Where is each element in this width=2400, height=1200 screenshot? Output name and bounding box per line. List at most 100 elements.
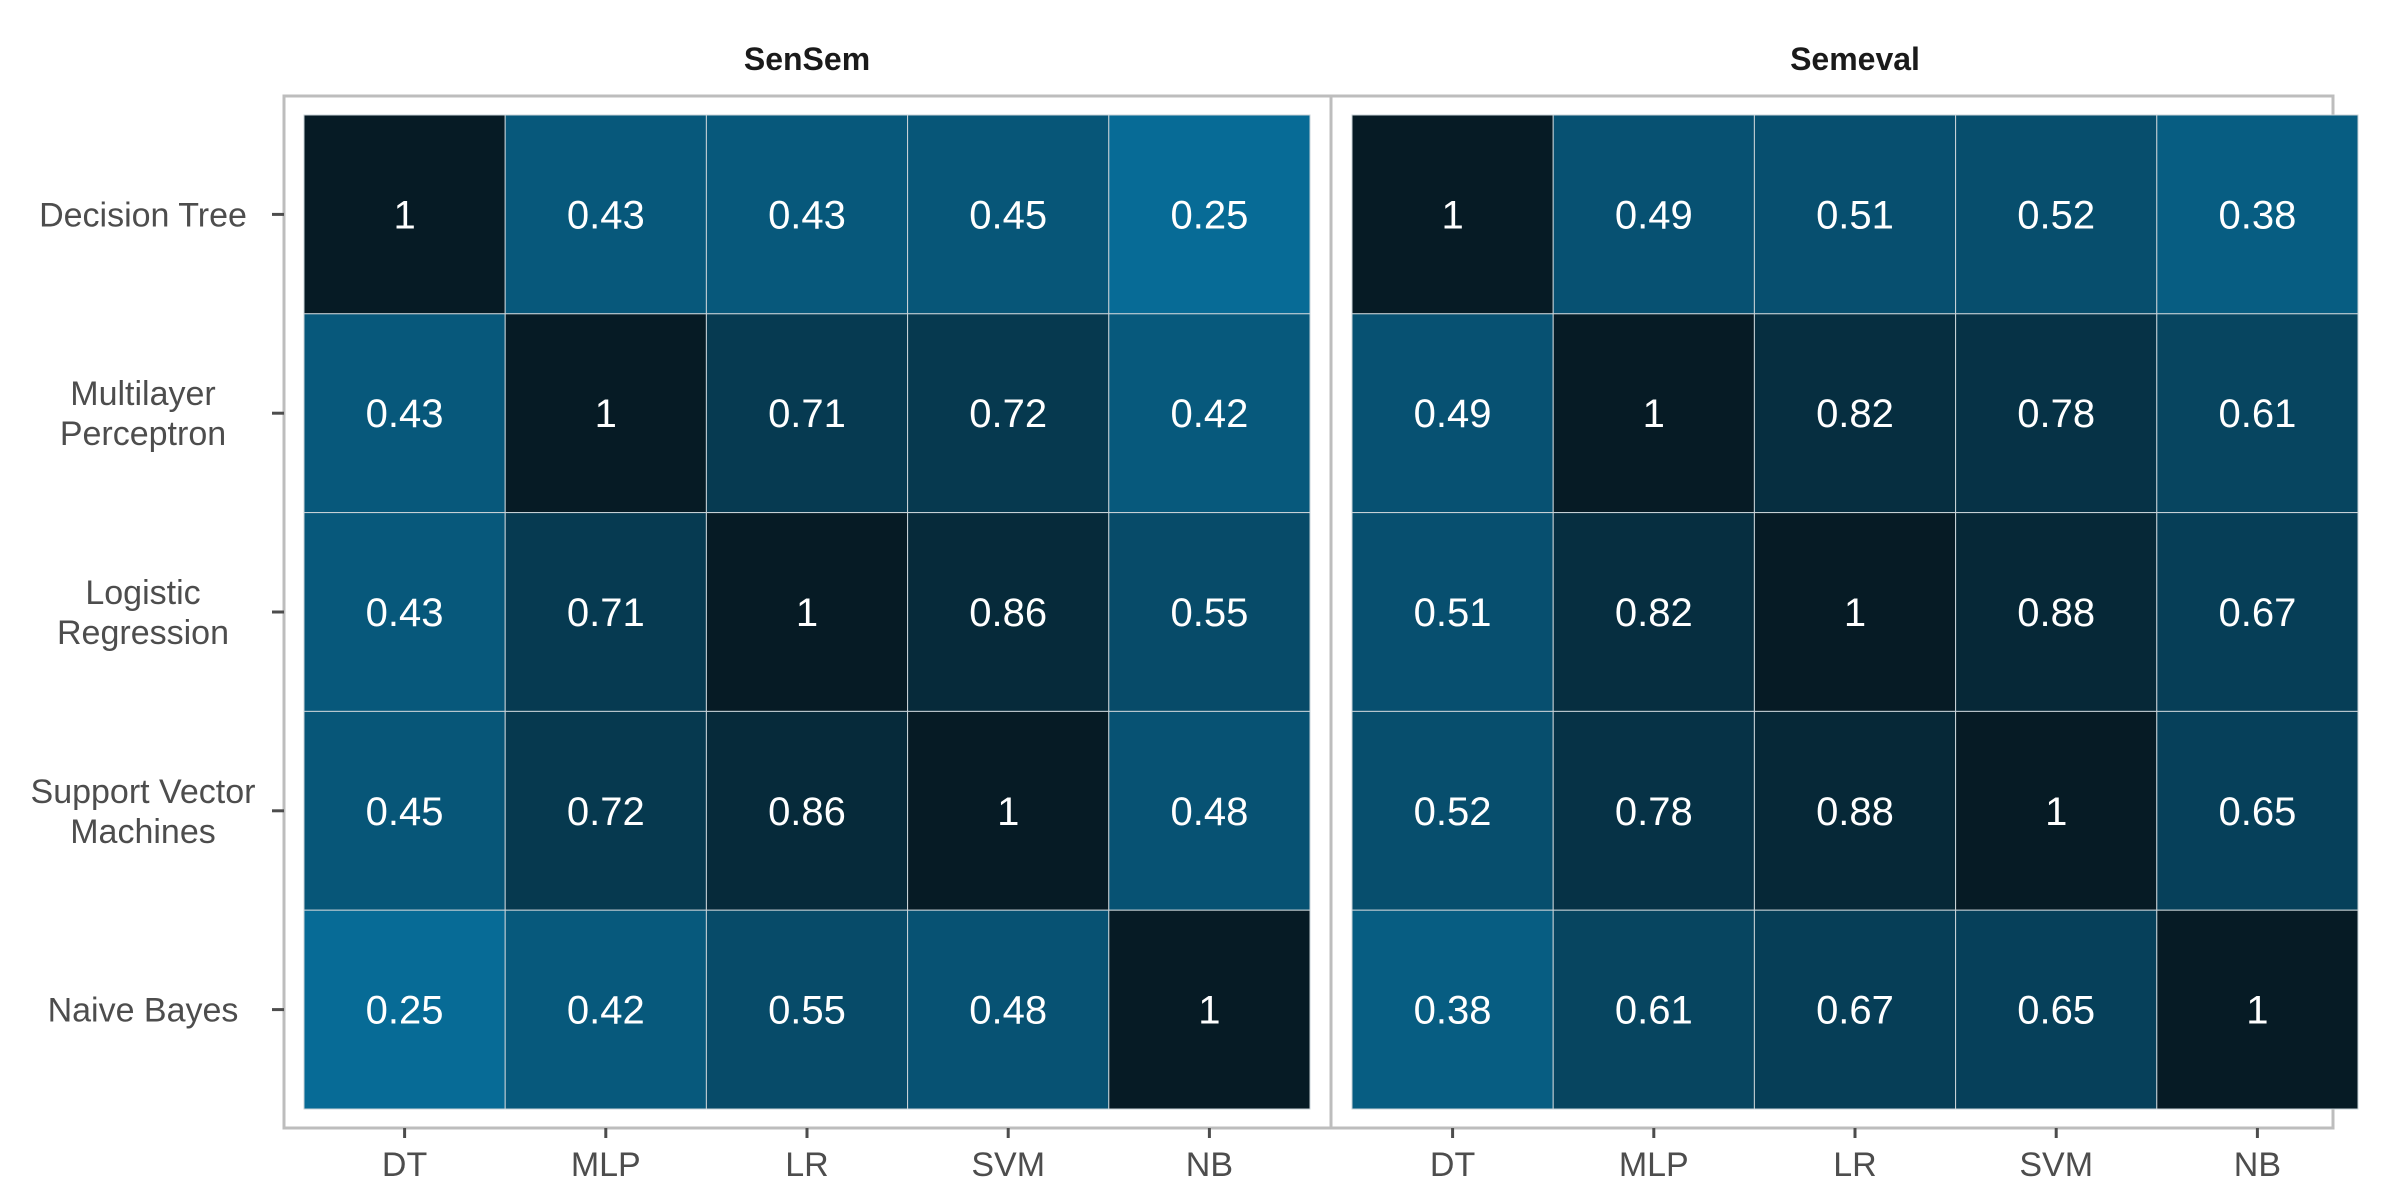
cell-value-label: 0.42	[1170, 392, 1248, 436]
cell-value-label: 0.55	[1170, 591, 1248, 635]
x-tick-label: MLP	[571, 1146, 641, 1184]
heatmap-cell	[303, 512, 506, 712]
heatmap-cell	[705, 313, 909, 514]
heatmap-cell	[705, 114, 909, 315]
heatmap-cell	[1351, 313, 1554, 514]
heatmap-cell	[907, 313, 1110, 514]
cell-value-label: 0.65	[2218, 790, 2296, 834]
cell-value-label: 1	[1643, 392, 1665, 436]
heatmap-cell	[504, 909, 707, 1110]
cell-value-label: 1	[393, 193, 415, 237]
heatmap-cell	[1351, 909, 1554, 1110]
heatmap-cell	[1552, 114, 1755, 315]
cell-value-label: 0.52	[1414, 790, 1492, 834]
x-tick-label: NB	[1186, 1146, 1233, 1184]
heatmap-cell	[1552, 512, 1755, 712]
heatmap-cell	[705, 909, 909, 1110]
heatmap-cell	[2156, 909, 2359, 1110]
cell-value-label: 0.52	[2017, 193, 2095, 237]
facet-title: SenSem	[744, 41, 870, 77]
heatmap-cell	[1351, 710, 1554, 911]
cell-value-label: 0.86	[969, 591, 1047, 635]
heatmap-cell	[1108, 909, 1311, 1110]
heatmap-cell	[2156, 710, 2359, 911]
cell-value-label: 0.45	[366, 790, 444, 834]
cell-value-label: 0.67	[1816, 989, 1894, 1033]
cell-value-label: 0.72	[969, 392, 1047, 436]
y-tick-label: Support Vector Machines	[31, 773, 256, 851]
cell-value-label: 0.82	[1816, 392, 1894, 436]
heatmap-cell	[1108, 313, 1311, 514]
cell-value-label: 0.82	[1615, 591, 1693, 635]
cell-value-label: 1	[595, 392, 617, 436]
cell-value-label: 0.88	[1816, 790, 1894, 834]
heatmap-cell	[1753, 710, 1957, 911]
x-tick-label: DT	[382, 1146, 427, 1184]
cell-value-label: 0.72	[567, 790, 645, 834]
heatmap-cell	[1108, 710, 1311, 911]
heatmap-cell	[504, 710, 707, 911]
cell-value-label: 1	[997, 790, 1019, 834]
cell-value-label: 1	[1844, 591, 1866, 635]
heatmap-cell	[1351, 512, 1554, 712]
cell-value-label: 0.48	[1170, 790, 1248, 834]
x-tick-label: DT	[1430, 1146, 1475, 1184]
cell-value-label: 0.78	[2017, 392, 2095, 436]
heatmap-cell	[1955, 313, 2158, 514]
heatmap-cell	[907, 114, 1110, 315]
heatmap-cell	[1552, 909, 1755, 1110]
cell-value-label: 0.51	[1414, 591, 1492, 635]
cell-value-label: 0.67	[2218, 591, 2296, 635]
heatmap-cell	[303, 114, 506, 315]
cell-value-label: 0.38	[1414, 989, 1492, 1033]
heatmap-cell	[705, 512, 909, 712]
heatmap-cell	[2156, 512, 2359, 712]
heatmap-cell	[2156, 313, 2359, 514]
heatmap-cell	[1955, 512, 2158, 712]
heatmap-cell	[1552, 313, 1755, 514]
cell-value-label: 1	[2045, 790, 2067, 834]
cell-value-label: 0.48	[969, 989, 1047, 1033]
cell-value-label: 0.43	[768, 193, 846, 237]
heatmap-cell	[504, 313, 707, 514]
cell-value-label: 0.49	[1414, 392, 1492, 436]
cell-value-label: 0.43	[366, 392, 444, 436]
y-tick-label: Decision Tree	[39, 196, 247, 234]
x-tick-label: MLP	[1619, 1146, 1689, 1184]
cell-value-label: 0.51	[1816, 193, 1894, 237]
cell-value-label: 0.88	[2017, 591, 2095, 635]
x-tick-label: NB	[2234, 1146, 2281, 1184]
cell-value-label: 0.25	[366, 989, 444, 1033]
cell-value-label: 0.25	[1170, 193, 1248, 237]
x-tick-label: SVM	[2019, 1146, 2093, 1184]
heatmap-cell	[303, 909, 506, 1110]
heatmap-cell	[1108, 512, 1311, 712]
heatmap-cell	[504, 114, 707, 315]
heatmap-cell	[303, 710, 506, 911]
cell-value-label: 0.61	[1615, 989, 1693, 1033]
cell-value-label: 0.71	[768, 392, 846, 436]
cell-value-label: 0.78	[1615, 790, 1693, 834]
y-tick-label: Naive Bayes	[48, 992, 239, 1030]
x-tick-label: LR	[785, 1146, 828, 1184]
y-tick-label: Multilayer Perceptron	[60, 375, 226, 453]
cell-value-label: 0.55	[768, 989, 846, 1033]
heatmap-cell	[705, 710, 909, 911]
heatmap-cell	[1955, 909, 2158, 1110]
heatmap-cell	[1552, 710, 1755, 911]
heatmap-cell	[907, 512, 1110, 712]
heatmap-cell	[2156, 114, 2359, 315]
cell-value-label: 1	[2246, 989, 2268, 1033]
cell-value-label: 0.65	[2017, 989, 2095, 1033]
cell-value-label: 0.43	[366, 591, 444, 635]
heatmap-cell	[504, 512, 707, 712]
cell-value-label: 0.42	[567, 989, 645, 1033]
cell-value-label: 0.86	[768, 790, 846, 834]
cell-value-label: 0.45	[969, 193, 1047, 237]
cell-value-label: 1	[1198, 989, 1220, 1033]
x-tick-label: LR	[1833, 1146, 1876, 1184]
cell-value-label: 0.43	[567, 193, 645, 237]
heatmap-cell	[303, 313, 506, 514]
heatmap-cell	[1753, 512, 1957, 712]
